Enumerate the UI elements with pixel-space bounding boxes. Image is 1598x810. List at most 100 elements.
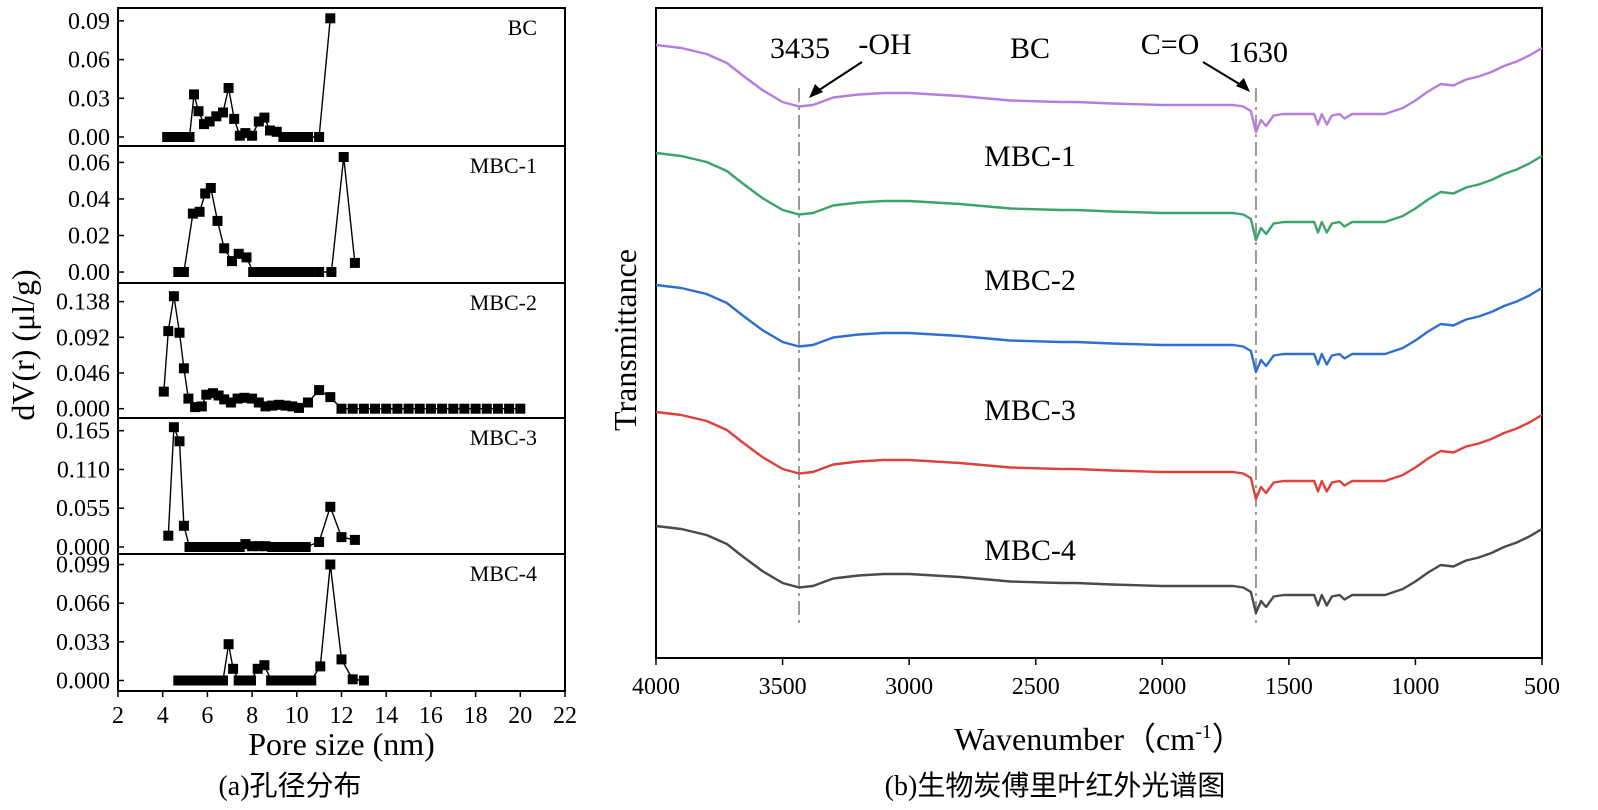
- data-marker: [347, 674, 358, 685]
- data-marker: [298, 267, 309, 277]
- data-marker: [347, 403, 358, 414]
- x-tick-label: 16: [419, 703, 443, 729]
- data-marker: [273, 399, 284, 410]
- caption-a: (a)孔径分布: [218, 770, 361, 802]
- data-marker: [184, 542, 195, 552]
- data-marker: [252, 663, 263, 674]
- series-bc: BC: [655, 32, 1543, 134]
- data-marker: [370, 403, 380, 414]
- x-axis-title-close: ）: [1212, 721, 1244, 757]
- data-marker: [218, 675, 228, 686]
- data-marker: [213, 390, 224, 401]
- caption-b: (b)生物炭傅里叶红外光谱图: [885, 770, 1226, 802]
- y-tick-label: 0.00: [68, 260, 110, 286]
- data-marker: [437, 403, 448, 414]
- data-marker: [265, 267, 275, 277]
- data-marker: [206, 542, 217, 552]
- pore-size-distribution-chart: 0.000.030.060.09 BC0.000.020.040.06 MBC-10…: [5, 7, 577, 762]
- data-marker: [173, 675, 184, 686]
- data-marker: [234, 542, 245, 552]
- series-label: BC: [1010, 32, 1050, 65]
- data-marker: [246, 675, 256, 686]
- data-marker: [201, 542, 212, 552]
- data-marker: [173, 267, 184, 277]
- spectrum-line: [655, 151, 1543, 242]
- x-tick-label: 3500: [759, 674, 807, 700]
- data-marker: [336, 654, 347, 665]
- data-marker: [225, 397, 236, 408]
- y-tick-label: 0.066: [56, 591, 110, 617]
- data-marker: [281, 267, 292, 277]
- data-marker: [211, 111, 222, 122]
- data-marker: [253, 397, 264, 408]
- data-marker: [448, 403, 459, 414]
- data-marker: [265, 125, 275, 136]
- x-tick-label: 1000: [1391, 674, 1439, 700]
- data-marker: [253, 541, 264, 552]
- data-marker: [492, 403, 503, 414]
- oh-arrow-head: [809, 84, 824, 98]
- x-tick-label: 500: [1524, 674, 1560, 700]
- x-axis-title-superscript: -1: [1195, 721, 1212, 743]
- spectrum-line: [655, 524, 1543, 615]
- data-marker: [190, 402, 201, 413]
- panel-mbc-2: 0.000 0.046 0.092 0.138 MBC-2: [56, 282, 566, 423]
- y-tick-label: 0.00: [68, 125, 110, 151]
- data-marker: [240, 539, 251, 550]
- data-marker: [247, 130, 258, 141]
- y-tick-label: 0.09: [68, 9, 110, 35]
- data-marker: [212, 675, 223, 686]
- annotation-co-wavenumber: 1630: [1228, 36, 1288, 69]
- series-label: MBC-2: [984, 264, 1076, 297]
- series-label: MBC-4: [984, 534, 1076, 567]
- data-marker: [414, 403, 425, 414]
- data-marker: [212, 542, 223, 552]
- y-tick-label: 0.165: [56, 419, 110, 445]
- data-marker: [228, 663, 239, 674]
- panel-bc: 0.00 0.03 0.06 0.09 BC: [68, 7, 566, 151]
- y-axis-title: Transmittance: [607, 249, 643, 431]
- data-marker: [199, 119, 209, 130]
- data-marker: [247, 393, 258, 404]
- data-marker: [271, 126, 282, 137]
- data-marker: [234, 130, 245, 141]
- data-marker: [178, 520, 189, 531]
- y-tick-label: 0.099: [56, 553, 110, 579]
- data-marker: [239, 392, 250, 403]
- spectrum-line: [655, 410, 1543, 501]
- data-marker: [219, 243, 230, 254]
- y-tick-label: 0.138: [56, 290, 110, 316]
- data-marker: [325, 392, 336, 403]
- data-marker: [286, 675, 297, 686]
- data-marker: [314, 267, 325, 277]
- x-tick-label: 2500: [1012, 674, 1060, 700]
- data-marker: [174, 436, 185, 447]
- data-marker: [287, 267, 298, 277]
- panel-label: MBC-1: [470, 153, 537, 178]
- data-marker: [253, 267, 264, 277]
- data-marker: [190, 542, 201, 552]
- data-marker: [187, 208, 198, 219]
- x-tick-label: 12: [330, 703, 354, 729]
- y-tick-label: 0.000: [56, 535, 110, 561]
- data-marker: [196, 401, 207, 412]
- panel-label: MBC-3: [470, 425, 537, 450]
- data-marker: [481, 403, 492, 414]
- data-marker: [336, 403, 347, 414]
- data-marker: [168, 422, 179, 433]
- data-marker: [223, 83, 234, 93]
- data-marker: [233, 248, 244, 259]
- data-marker: [504, 403, 515, 414]
- panel-mbc-4: 0.000 0.033 0.066 0.099 MBC-4: [56, 553, 566, 694]
- data-line: [167, 426, 356, 548]
- data-marker: [190, 675, 201, 686]
- annotation-oh-group: -OH: [858, 28, 911, 61]
- series-label: MBC-3: [984, 394, 1076, 427]
- data-marker: [403, 403, 414, 414]
- data-marker: [280, 400, 291, 411]
- data-marker: [218, 107, 228, 118]
- data-marker: [470, 403, 481, 414]
- data-marker: [287, 401, 298, 412]
- data-marker: [326, 267, 337, 277]
- data-marker: [349, 257, 360, 268]
